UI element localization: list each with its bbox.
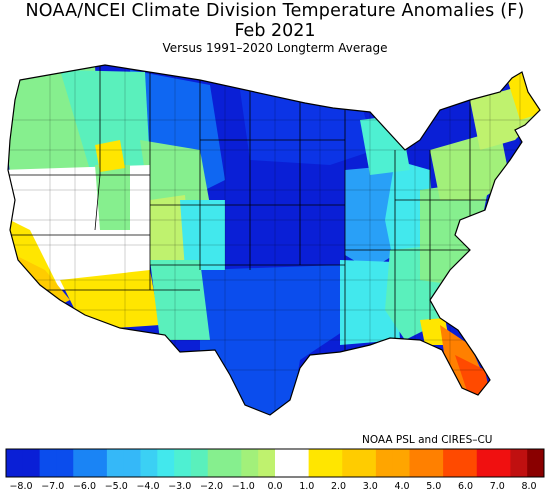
map-subtitle: Versus 1991–2020 Longterm Average [162, 41, 388, 55]
colorbar-bin [325, 449, 343, 477]
colorbar-tick-label: −5.0 [104, 481, 128, 492]
colorbar-bin [6, 449, 24, 477]
region-eastern-nevada [95, 165, 130, 230]
colorbar-tick-label: −4.0 [136, 481, 160, 492]
region-florida-south [455, 355, 490, 400]
region-new-mexico [150, 260, 210, 340]
colorbar-bin [190, 449, 209, 477]
colorbar-bin [56, 449, 74, 477]
colorbar-bin [308, 449, 326, 477]
colorbar-bin [426, 449, 444, 477]
colorbar-tick-label: −8.0 [9, 481, 33, 492]
map-title: NOAA/NCEI Climate Division Temperature A… [25, 1, 525, 21]
colorbar-bin [342, 449, 360, 477]
colorbar-bin [22, 449, 41, 477]
colorbar-bin [106, 449, 125, 477]
colorbar-bin [73, 449, 91, 477]
colorbar-tick-label: −3.0 [168, 481, 192, 492]
colorbar-bin [459, 449, 478, 477]
colorbar-bin [258, 449, 276, 477]
colorbar-tick-label: 3.0 [362, 481, 378, 492]
colorbar-tick-label: 5.0 [426, 481, 442, 492]
colorbar-bin [123, 449, 141, 477]
region-central-oregon-yellow [95, 140, 125, 172]
colorbar-tick-label: 1.0 [299, 481, 315, 492]
region-northern-maine [505, 72, 540, 120]
colorbar-bin [527, 449, 545, 477]
colorbar-bin [140, 449, 158, 477]
colorbar-bin [392, 449, 410, 477]
colorbar-bin [409, 449, 427, 477]
colorbar-bin [275, 449, 293, 477]
colorbar-bin [510, 449, 528, 477]
region-carolinas [420, 180, 490, 285]
credit-label: NOAA PSL and CIRES–CU [362, 434, 493, 446]
division-border [8, 65, 540, 415]
colorbar-bin [90, 449, 108, 477]
colorbar-bin [476, 449, 495, 477]
map-period: Feb 2021 [234, 21, 316, 41]
colorbar-tick-label: −1.0 [231, 481, 255, 492]
colorbar [5, 448, 545, 478]
colorbar-tick-label: 0.0 [267, 481, 283, 492]
us-outline [7, 64, 541, 416]
colorbar-bin [39, 449, 57, 477]
colorbar-tick-label: 2.0 [330, 481, 347, 492]
colorbar-bin [241, 449, 259, 477]
region-colorado [150, 195, 190, 265]
colorbar-tick-label: −2.0 [199, 481, 224, 492]
region-south-california [15, 255, 70, 310]
colorbar-tick-label: 6.0 [457, 481, 474, 492]
colorbar-frame [5, 448, 545, 478]
colorbar-tick-label: 4.0 [394, 481, 410, 492]
colorbar-bin [157, 449, 175, 477]
colorbar-bin [493, 449, 511, 477]
colorbar-tick-label: 8.0 [521, 481, 537, 492]
colorbar-bin [207, 449, 226, 477]
us-anomaly-map [7, 64, 541, 416]
region-central-rockies-east [180, 200, 225, 270]
region-upper-midwest [240, 90, 375, 165]
region-texas [200, 265, 345, 415]
colorbar-tick-label: −6.0 [72, 481, 97, 492]
colorbar-tick-label: −7.0 [41, 481, 65, 492]
colorbar-tick-label: 7.0 [489, 481, 505, 492]
colorbar-bin [291, 449, 310, 477]
colorbar-bin [359, 449, 377, 477]
colorbar-bin [174, 449, 192, 477]
colorbar-bin [375, 449, 394, 477]
colorbar-bin [443, 449, 461, 477]
colorbar-bin [224, 449, 242, 477]
